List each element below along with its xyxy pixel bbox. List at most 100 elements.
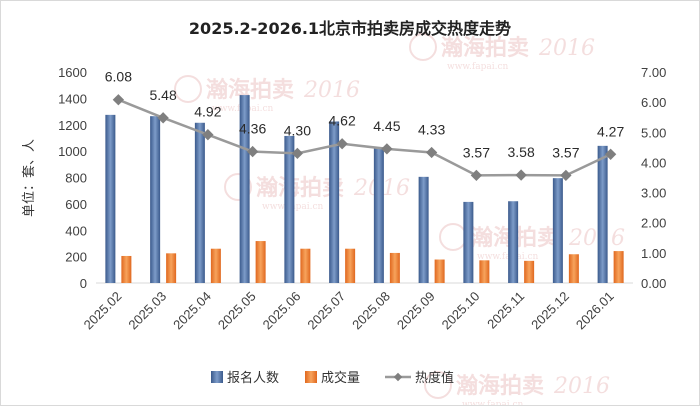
y2-tick-label: 2.00	[641, 216, 666, 231]
x-tick-label: 2025.08	[349, 289, 393, 333]
bar-registrants	[508, 201, 519, 283]
watermark-stamp: 瀚海拍卖 2016 www.fapai.cn	[409, 33, 595, 72]
heat-point	[246, 145, 259, 158]
svg-text:瀚海拍卖: 瀚海拍卖	[441, 35, 529, 61]
heat-data-label: 3.57	[552, 144, 579, 160]
y2-tick-label: 5.00	[641, 125, 666, 140]
bar-registrants	[239, 95, 250, 283]
heat-data-label: 4.45	[373, 118, 400, 134]
heat-data-label: 4.30	[284, 122, 311, 138]
bar-registrants	[284, 135, 295, 283]
bar-deals	[389, 252, 400, 283]
line-heat-index	[117, 98, 612, 177]
bar-deals	[613, 251, 624, 283]
y-tick-label: 1000	[58, 144, 87, 159]
svg-text:瀚海拍卖: 瀚海拍卖	[206, 77, 294, 103]
y-tick-label: 800	[65, 171, 87, 186]
heat-point	[515, 169, 527, 181]
heat-data-label: 6.08	[105, 69, 132, 85]
bar-deals	[479, 260, 490, 283]
svg-text:2016: 2016	[303, 78, 360, 103]
svg-text:2016: 2016	[568, 226, 625, 251]
heat-data-label: 3.57	[463, 144, 490, 160]
heat-data-label: 5.48	[150, 87, 177, 103]
bar-deals	[300, 248, 311, 283]
bar-registrants	[373, 147, 384, 283]
y-tick-label: 1600	[58, 65, 87, 80]
heat-data-label: 4.62	[329, 113, 356, 129]
heat-data-label: 4.36	[239, 121, 266, 137]
bar-deals	[121, 255, 132, 283]
heat-data-label: 4.33	[418, 121, 445, 137]
svg-text:2016: 2016	[538, 36, 595, 61]
x-tick-label: 2025.03	[125, 289, 169, 333]
y-axis-label: 单位：套、人	[21, 139, 37, 217]
heat-point	[470, 169, 483, 182]
x-tick-label: 2025.07	[304, 289, 348, 333]
bar-registrants	[150, 116, 161, 283]
bar-deals	[166, 253, 177, 283]
bar-registrants	[105, 114, 116, 283]
legend-label: 成交量	[321, 370, 360, 386]
y-tick-label: 0	[80, 276, 87, 291]
heat-point	[112, 94, 125, 106]
bar-registrants	[463, 201, 474, 283]
svg-text:2016: 2016	[553, 374, 610, 399]
bar-deals	[210, 248, 221, 283]
heat-point	[425, 146, 438, 159]
heat-point	[336, 138, 348, 150]
legend-swatch	[305, 371, 317, 383]
legend-marker	[393, 372, 403, 382]
x-tick-label: 2025.10	[439, 289, 483, 333]
bar-deals	[524, 260, 535, 283]
x-tick-label: 2025.06	[260, 289, 304, 333]
x-tick-label: 2026.01	[573, 289, 617, 333]
svg-text:www.fapai.cn: www.fapai.cn	[477, 252, 539, 262]
x-tick-label: 2025.12	[528, 289, 572, 333]
heat-point	[381, 143, 393, 155]
bar-registrants	[597, 145, 608, 283]
bar-deals	[345, 248, 356, 283]
bar-deals	[568, 254, 579, 283]
svg-text:www.fapai.cn: www.fapai.cn	[462, 400, 524, 405]
legend-label: 报名人数	[227, 370, 279, 386]
x-tick-label: 2025.02	[81, 289, 125, 333]
x-tick-label: 2025.04	[170, 289, 214, 333]
legend-swatch	[211, 371, 223, 383]
legend: 报名人数 成交量 热度值	[211, 370, 454, 386]
x-tick-label: 2025.09	[394, 289, 438, 333]
y-tick-label: 1400	[58, 91, 87, 106]
y-tick-label: 400	[65, 223, 87, 238]
svg-text:瀚海拍卖: 瀚海拍卖	[456, 373, 544, 399]
bar-deals	[255, 241, 266, 283]
heat-data-label: 4.92	[194, 104, 221, 120]
y2-tick-label: 4.00	[641, 155, 666, 170]
y2-tick-label: 6.00	[641, 95, 666, 110]
heat-data-label: 4.27	[597, 123, 624, 139]
bar-registrants	[329, 121, 340, 283]
heat-point	[604, 148, 617, 160]
x-tick-label: 2025.05	[215, 289, 259, 333]
y2-tick-label: 1.00	[641, 246, 666, 261]
heat-point	[291, 147, 304, 160]
y-tick-label: 1200	[58, 118, 87, 133]
heat-point	[560, 169, 572, 182]
bar-registrants	[194, 122, 205, 283]
legend-label: 热度值	[415, 370, 454, 386]
svg-text:www.fapai.cn: www.fapai.cn	[447, 62, 509, 72]
heat-point	[202, 129, 214, 141]
watermark-stamp: 瀚海拍卖 2016 www.fapai.cn	[424, 371, 610, 405]
y2-tick-label: 0.00	[641, 276, 666, 291]
bar-deals	[434, 259, 445, 283]
y-tick-label: 200	[65, 250, 87, 265]
y-tick-label: 600	[65, 197, 87, 212]
y2-tick-label: 7.00	[641, 65, 666, 80]
x-tick-label: 2025.11	[484, 289, 527, 332]
bar-registrants	[552, 178, 563, 283]
chart-title: 2025.2-2026.1北京市拍卖房成交热度走势	[189, 19, 511, 38]
heat-data-label: 3.58	[508, 144, 535, 160]
bar-registrants	[418, 176, 429, 283]
